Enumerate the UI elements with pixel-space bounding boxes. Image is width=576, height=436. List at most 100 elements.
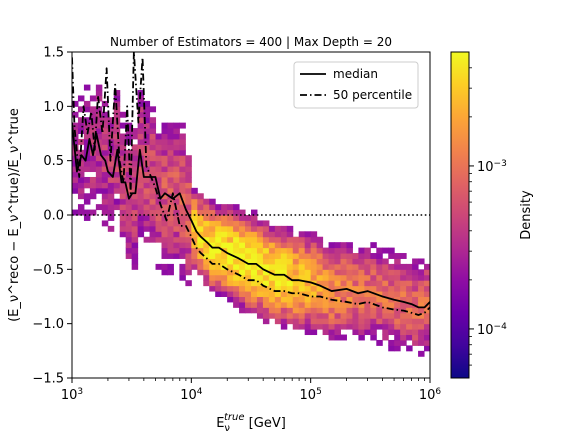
heatmap-cell <box>352 312 359 319</box>
heatmap-cell <box>191 247 198 254</box>
heatmap-cell <box>292 263 300 270</box>
heatmap-cell <box>173 236 180 243</box>
heatmap-cell <box>316 253 324 259</box>
heatmap-cell <box>334 296 341 303</box>
heatmap-cell <box>137 193 145 200</box>
heatmap-cell <box>334 323 341 330</box>
heatmap-cell <box>400 280 407 287</box>
heatmap-cell <box>316 318 324 325</box>
heatmap-cell <box>215 225 222 232</box>
heatmap-cell <box>400 269 407 276</box>
heatmap-cell <box>406 269 413 276</box>
heatmap-cell <box>388 280 395 287</box>
heatmap-cell <box>239 236 246 243</box>
heatmap-cell <box>286 231 294 238</box>
heatmap-cell <box>72 160 79 167</box>
heatmap-cell <box>418 301 425 308</box>
heatmap-cell <box>107 182 115 189</box>
heatmap-cell <box>149 155 157 162</box>
heatmap-cell <box>137 106 145 113</box>
heatmap-cell <box>245 269 252 276</box>
heatmap-cell <box>328 247 336 254</box>
heatmap-cell <box>412 280 419 287</box>
heatmap-cell <box>316 301 324 308</box>
heatmap-cell <box>137 95 145 102</box>
heatmap-cell <box>364 274 371 281</box>
heatmap-cell <box>143 220 151 227</box>
heatmap-cell <box>298 236 306 243</box>
heatmap-cell <box>388 329 395 336</box>
heatmap-cell <box>256 220 264 227</box>
heatmap-cell <box>83 198 91 205</box>
heatmap-cell <box>328 291 336 297</box>
heatmap-cell <box>340 242 347 249</box>
heatmap-cell <box>215 220 222 227</box>
heatmap-cell <box>179 274 186 281</box>
heatmap-cell <box>131 220 139 227</box>
heatmap-cell <box>328 323 336 330</box>
heatmap-cell <box>83 215 91 221</box>
heatmap-cell <box>227 236 234 243</box>
heatmap-cell <box>388 285 395 292</box>
heatmap-cell <box>245 242 252 249</box>
heatmap-cell <box>125 176 133 183</box>
heatmap-cell <box>334 318 341 325</box>
heatmap-cell <box>292 253 300 259</box>
heatmap-cell <box>304 258 312 265</box>
heatmap-cell <box>161 263 168 270</box>
heatmap-cell <box>185 166 192 173</box>
heatmap-cell <box>179 231 186 238</box>
heatmap-cell <box>149 144 157 151</box>
heatmap-cell <box>382 280 389 287</box>
heatmap-cell <box>262 301 270 308</box>
heatmap-cell <box>89 111 97 118</box>
heatmap-cell <box>262 242 270 249</box>
heatmap-cell <box>310 329 318 336</box>
heatmap-cell <box>292 301 300 308</box>
heatmap-cell <box>197 215 204 221</box>
heatmap-cell <box>364 296 371 303</box>
heatmap-cell <box>251 280 258 287</box>
heatmap-cell <box>113 166 121 173</box>
heatmap-cell <box>245 301 252 308</box>
heatmap-cell <box>328 285 336 292</box>
heatmap-cell <box>167 209 174 216</box>
heatmap-cell <box>328 334 336 341</box>
heatmap-cell <box>179 225 186 232</box>
heatmap-cell <box>376 323 383 330</box>
heatmap-cell <box>77 149 85 156</box>
heatmap-cell <box>370 285 377 292</box>
heatmap-cell <box>352 274 359 281</box>
colorbar-ticks: 10−4 10−3 <box>469 67 507 366</box>
heatmap-cell <box>424 263 430 270</box>
heatmap-cell <box>251 253 258 259</box>
heatmap-cell <box>209 263 216 270</box>
heatmap-cell <box>125 220 133 227</box>
heatmap-cell <box>131 253 139 259</box>
heatmap-cell <box>185 220 192 227</box>
heatmap-cell <box>424 296 430 303</box>
heatmap-cell <box>83 133 91 140</box>
heatmap-cell <box>322 269 330 276</box>
heatmap-cell <box>113 160 121 167</box>
heatmap-cell <box>95 84 103 91</box>
heatmap-cell <box>89 209 97 216</box>
colorbar-label: Density <box>519 190 534 240</box>
heatmap-cell <box>286 285 294 292</box>
heatmap-cell <box>382 301 389 308</box>
heatmap-cell <box>239 209 246 216</box>
heatmap-cell <box>376 247 383 254</box>
heatmap-cell <box>382 334 389 341</box>
heatmap-cell <box>233 242 240 249</box>
heatmap-cell <box>155 263 162 270</box>
heatmap-cell <box>400 301 407 308</box>
heatmap-cell <box>155 160 162 167</box>
heatmap-cell <box>173 155 180 162</box>
heatmap-cell <box>286 301 294 308</box>
heatmap-cell <box>262 291 270 297</box>
heatmap-cell <box>376 291 383 297</box>
heatmap-cell <box>256 231 264 238</box>
heatmap-cell <box>340 312 347 319</box>
heatmap-cell <box>280 307 288 314</box>
